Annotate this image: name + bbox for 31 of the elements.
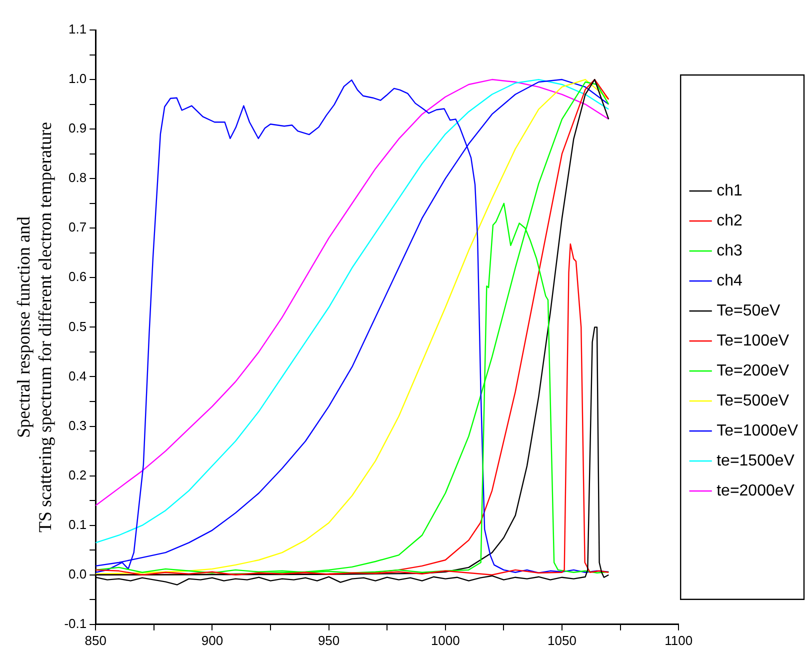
- y-tick-label: 0.2: [68, 467, 87, 482]
- y-tick-label: 0.3: [68, 418, 87, 433]
- legend-label: te=2000eV: [716, 482, 795, 500]
- y-tick-label: 0.5: [68, 318, 87, 334]
- y-axis-title: Spectral response function and TS scattering spectrum for different electron temperature: [14, 122, 56, 532]
- x-tick-label: 1100: [664, 632, 693, 648]
- x-tick-label: 900: [201, 632, 224, 648]
- legend-label: Te=200eV: [716, 362, 790, 380]
- y-tick-label: 0.6: [68, 269, 87, 284]
- y-tick-label: 1.0: [68, 71, 87, 86]
- legend-label: Te=100eV: [716, 332, 790, 350]
- y-tick-label: 0.0: [68, 566, 87, 582]
- x-tick-label: 1000: [430, 632, 460, 648]
- legend-label: ch3: [716, 242, 742, 260]
- legend-label: te=1500eV: [716, 452, 795, 470]
- y-tick-label: -0.1: [64, 616, 87, 631]
- x-tick-label: 850: [84, 632, 106, 648]
- y-tick-label: 0.4: [68, 368, 87, 384]
- legend-label: Te=1000eV: [716, 422, 798, 440]
- x-tick-label: 950: [318, 632, 340, 648]
- y-tick-label: 0.7: [68, 220, 87, 235]
- legend-label: Te=500eV: [716, 392, 790, 410]
- y-tick-label: 0.1: [68, 516, 87, 532]
- y-tick-label: 1.1: [68, 22, 87, 37]
- y-tick-label: 0.8: [68, 170, 87, 186]
- legend-label: ch1: [716, 182, 742, 200]
- legend-label: ch2: [716, 212, 742, 230]
- x-tick-label: 1050: [548, 632, 576, 648]
- y-tick-label: 0.9: [68, 120, 87, 136]
- legend-label: ch4: [716, 272, 742, 290]
- legend-label: Te=50eV: [716, 302, 781, 320]
